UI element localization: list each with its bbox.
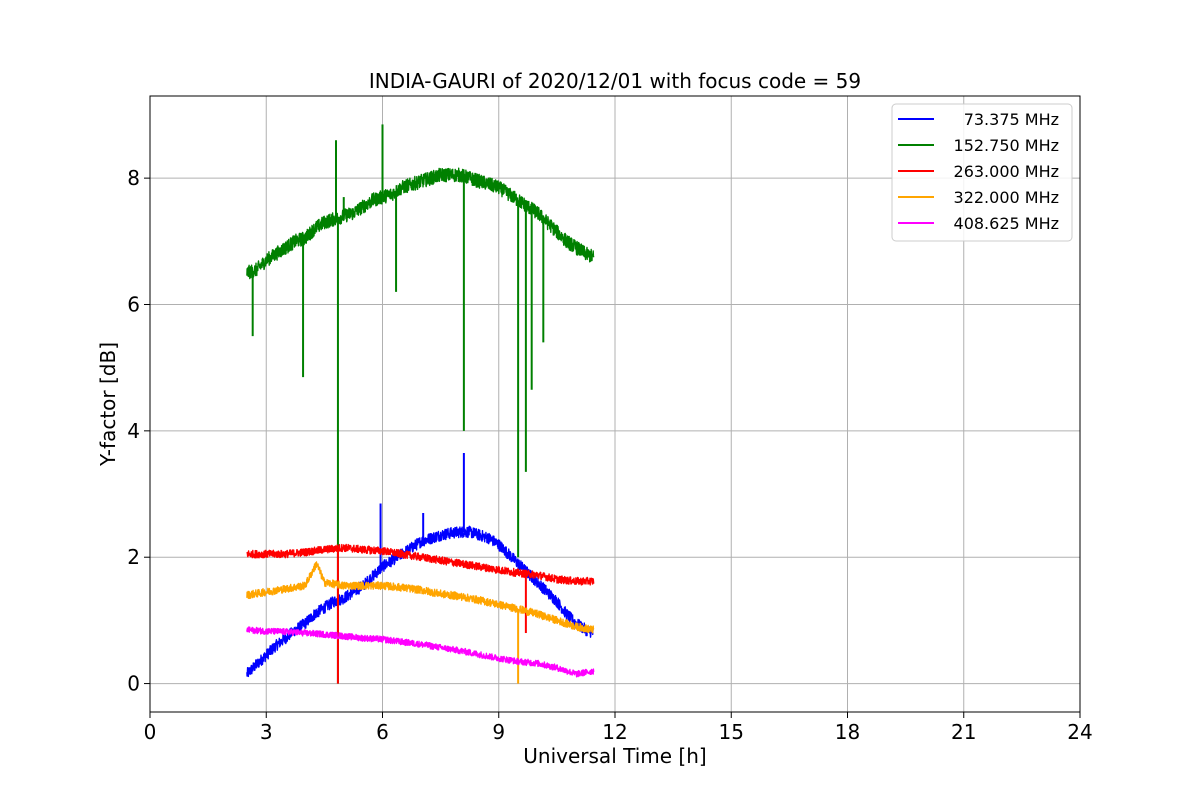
series-2 xyxy=(246,543,595,684)
y-tick-label: 8 xyxy=(127,166,140,190)
x-tick-label: 18 xyxy=(835,720,860,744)
legend-label: 408.625 MHz xyxy=(954,214,1059,233)
series-line xyxy=(246,543,595,586)
series-line xyxy=(246,626,595,678)
legend-label: 73.375 MHz xyxy=(964,110,1059,129)
legend-box xyxy=(891,103,1073,242)
x-tick-label: 0 xyxy=(144,720,157,744)
y-axis-title: Y-factor [dB] xyxy=(96,342,120,467)
x-tick-label: 12 xyxy=(602,720,627,744)
y-axis-ticks: 0 2 4 6 8 xyxy=(127,166,150,696)
series-0 xyxy=(246,452,595,678)
x-tick-label: 6 xyxy=(376,720,389,744)
x-tick-label: 3 xyxy=(260,720,273,744)
x-tick-label: 24 xyxy=(1067,720,1092,744)
series-4 xyxy=(246,626,595,678)
series-line xyxy=(246,561,595,634)
y-tick-label: 0 xyxy=(127,672,140,696)
series-line xyxy=(246,167,595,280)
legend-label: 322.000 MHz xyxy=(954,188,1059,207)
x-tick-label: 21 xyxy=(951,720,976,744)
legend-label: 263.000 MHz xyxy=(954,162,1059,181)
plot-series xyxy=(246,124,595,684)
legend: 73.375 MHz 152.750 MHz 263.000 MHz 322.000 … xyxy=(891,103,1073,242)
chart-title: INDIA-GAURI of 2020/12/01 with focus cod… xyxy=(369,69,861,93)
x-tick-label: 9 xyxy=(492,720,505,744)
series-line xyxy=(246,525,595,678)
series-1 xyxy=(246,124,595,684)
series-3 xyxy=(246,561,595,684)
y-tick-label: 4 xyxy=(127,419,140,443)
legend-label: 152.750 MHz xyxy=(954,136,1059,155)
x-axis-title: Universal Time [h] xyxy=(523,744,706,768)
y-tick-label: 2 xyxy=(127,545,140,569)
x-tick-label: 15 xyxy=(719,720,744,744)
x-axis-ticks: 0 3 6 9 12 15 18 21 24 xyxy=(144,712,1093,744)
y-tick-label: 6 xyxy=(127,292,140,316)
